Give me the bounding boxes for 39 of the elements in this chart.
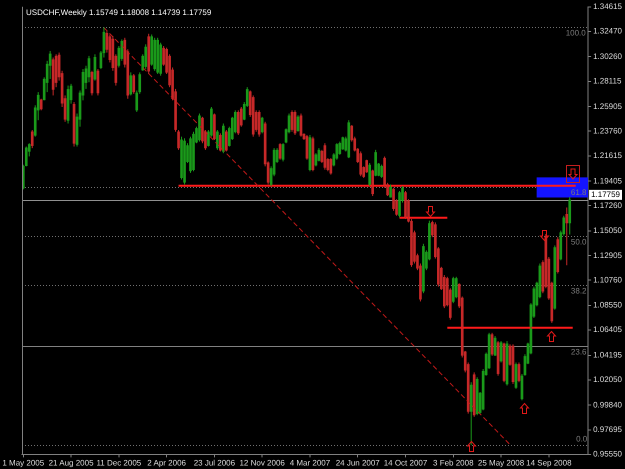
x-tick-label: 11 Dec 2005 <box>96 458 142 468</box>
x-tick-label: 1 May 2005 <box>2 458 45 468</box>
x-tick-label: 3 Feb 2008 <box>433 458 474 468</box>
y-tick-label: 1.15050 <box>593 226 623 236</box>
y-tick-label: 1.23760 <box>593 126 623 136</box>
x-tick-label: 14 Sep 2008 <box>526 458 572 468</box>
y-tick-label: 1.02050 <box>593 375 623 384</box>
annotation: 61.8 <box>570 188 588 198</box>
x-tick-label: 12 Nov 2006 <box>239 458 286 468</box>
chart-title: USDCHF,Weekly 1.15749 1.18008 1.14739 1.17759 <box>26 8 212 18</box>
y-tick-label: 0.99840 <box>593 400 623 410</box>
x-tick-label: 14 Oct 2007 <box>384 458 428 468</box>
x-tick-label: 4 Mar 2007 <box>290 458 331 468</box>
y-tick-label: 1.04195 <box>593 350 623 360</box>
y-tick-label: 1.17260 <box>593 200 623 210</box>
y-tick-label: 1.32470 <box>593 26 623 36</box>
y-tick-label: 1.08550 <box>593 300 623 310</box>
x-tick-label: 25 May 2008 <box>478 458 525 468</box>
y-tick-label: 1.28115 <box>593 76 622 86</box>
y-tick-label: 1.30260 <box>593 52 623 61</box>
y-tick-label: 1.19405 <box>593 176 623 186</box>
annotation: 23.6 <box>570 348 588 357</box>
x-tick-label: 24 Jun 2007 <box>336 458 380 468</box>
y-tick-label: 1.10760 <box>593 275 623 284</box>
y-tick-label: 1.34615 <box>593 2 623 12</box>
x-tick-label: 21 Aug 2005 <box>48 458 94 468</box>
annotation: 50.0 <box>570 237 588 246</box>
annotation: 100.0 <box>566 28 586 38</box>
y-tick-label: 0.95550 <box>593 450 623 459</box>
annotation: 38.2 <box>570 286 588 296</box>
ref-line-label: 1.17759 <box>591 190 621 200</box>
y-tick-label: 1.06405 <box>593 325 623 334</box>
y-tick-label: 1.25905 <box>593 102 623 111</box>
y-tick-label: 0.97695 <box>593 425 623 434</box>
annotation: 0.0 <box>576 434 588 444</box>
y-tick-label: 1.12905 <box>593 250 623 260</box>
x-tick-label: 23 Jul 2006 <box>194 458 236 468</box>
x-tick-label: 2 Apr 2006 <box>147 458 187 468</box>
y-tick-label: 1.21615 <box>593 150 623 160</box>
